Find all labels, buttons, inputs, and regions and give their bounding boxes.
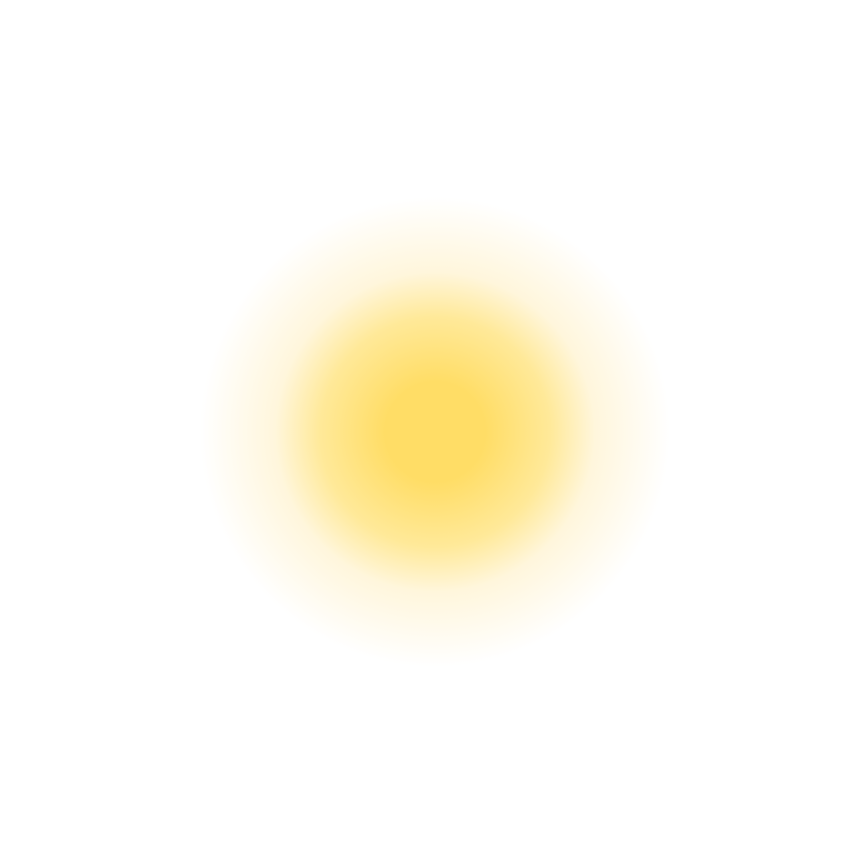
canvas (0, 0, 864, 864)
soft-glow-icon (0, 0, 864, 864)
